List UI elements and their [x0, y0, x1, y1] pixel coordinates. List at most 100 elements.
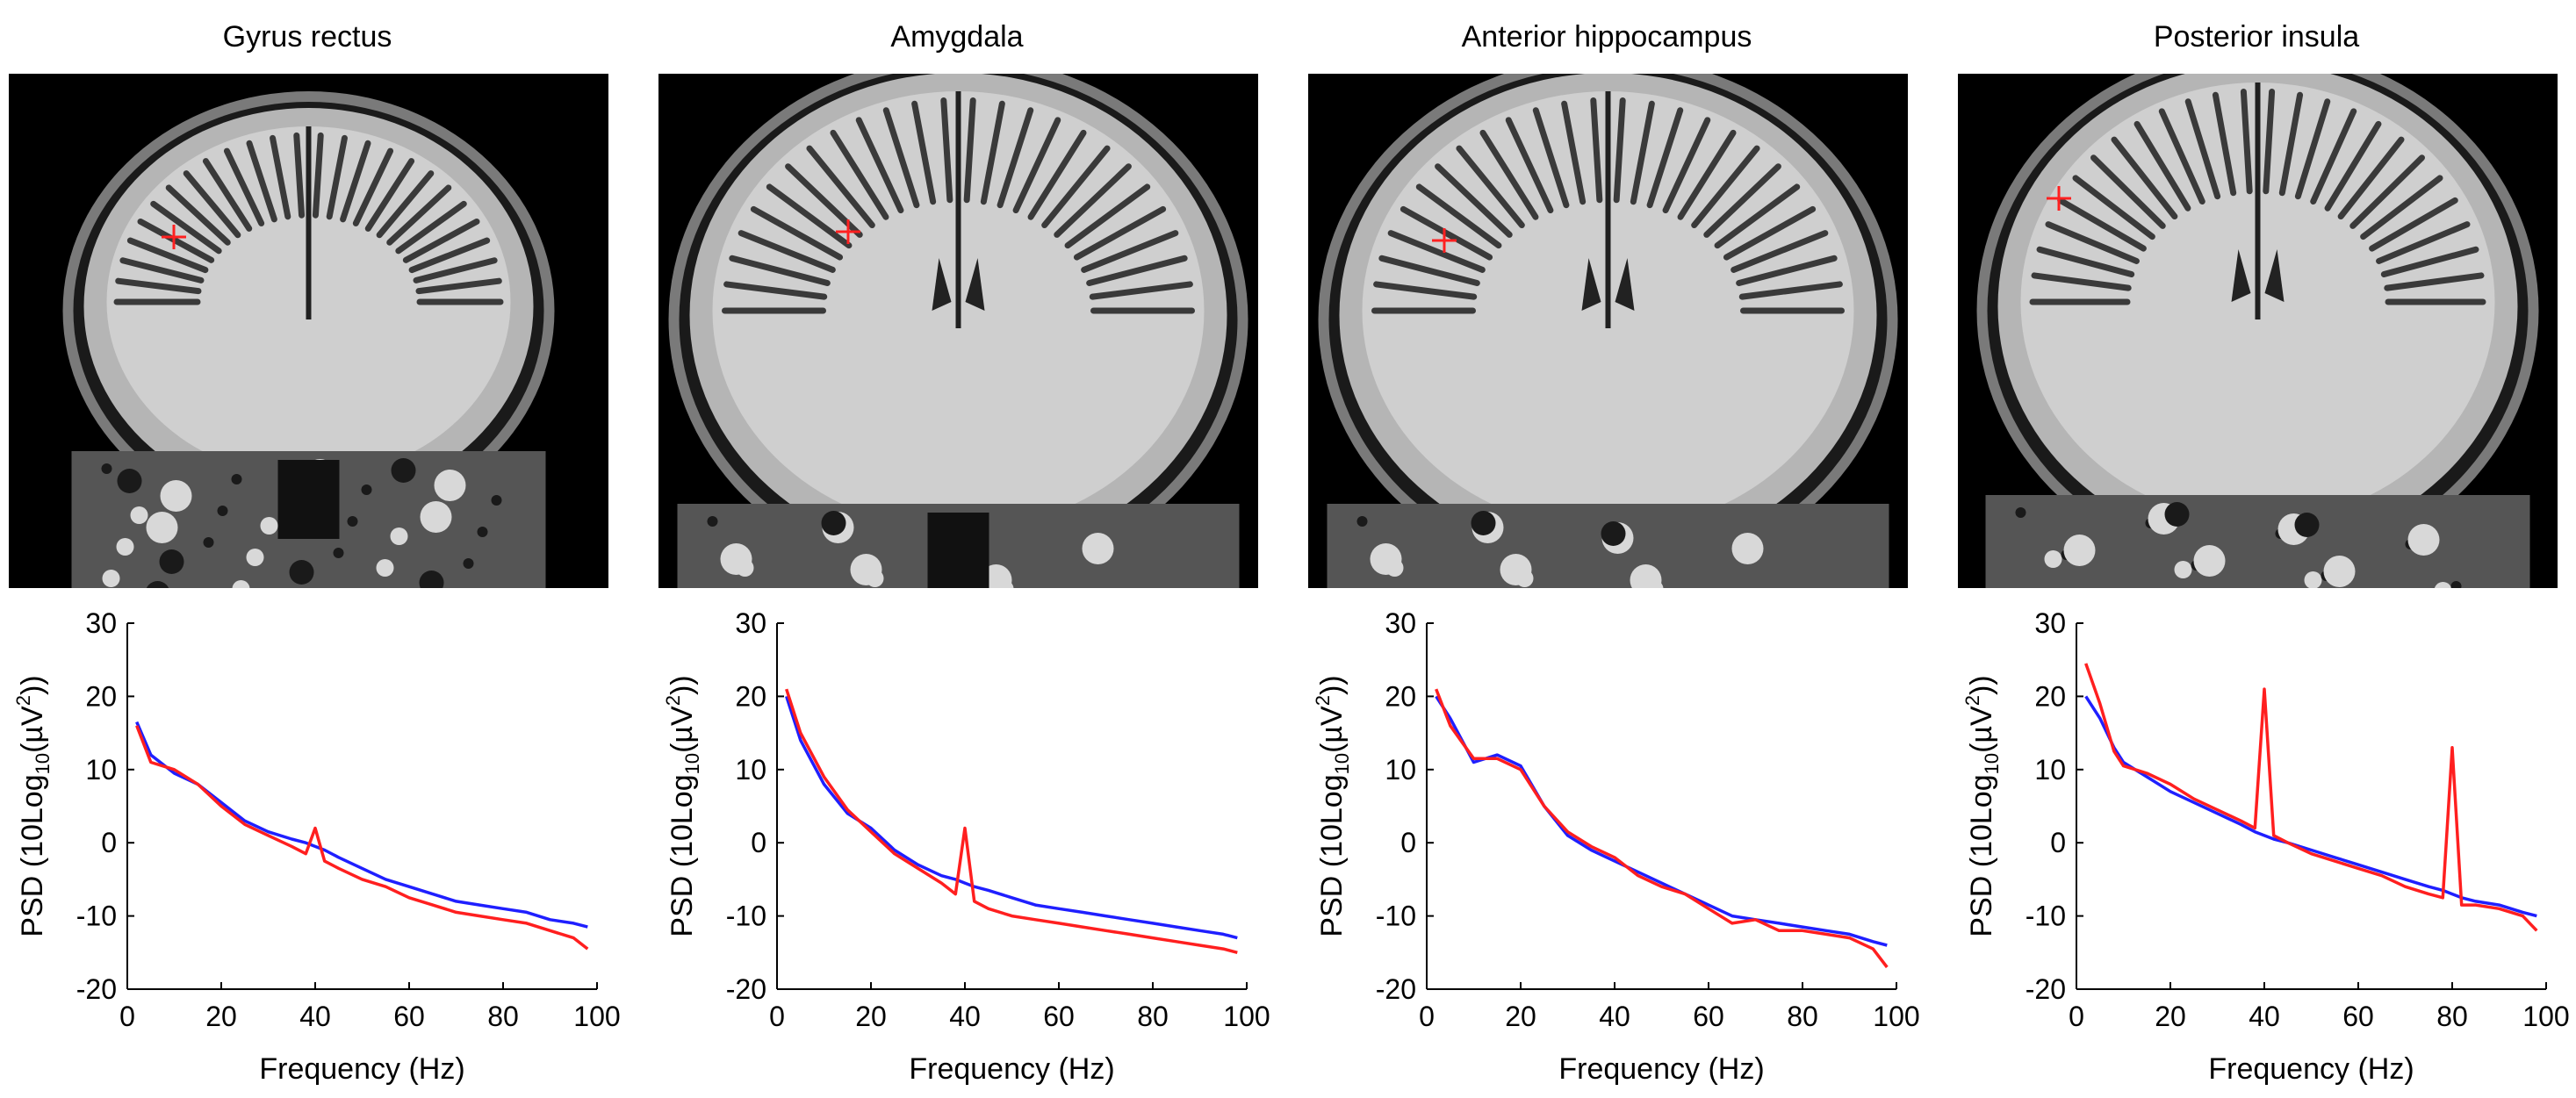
tissue-blob — [2015, 507, 2026, 518]
sulcus-line — [386, 184, 452, 246]
sulcus-line — [2360, 175, 2443, 240]
tissue-blob — [491, 495, 502, 506]
sulcus-line — [2349, 154, 2425, 229]
y-tick-label: 10 — [1385, 754, 1416, 786]
tissue-blob — [2174, 561, 2192, 578]
x-tick-label: 0 — [769, 1001, 785, 1032]
sulcus-line — [150, 200, 222, 255]
y-axis-label: PSD (10Log10(µV2)) — [12, 675, 54, 937]
red-psd-line — [785, 688, 1238, 954]
y-tick-label: 10 — [85, 754, 117, 786]
sulcus-line — [119, 257, 205, 283]
tissue-blob — [101, 463, 112, 474]
tissue-blob — [289, 560, 314, 585]
y-tick-label: 10 — [2034, 754, 2066, 786]
sulcus-line — [2324, 120, 2382, 212]
tissue-blob — [821, 511, 846, 535]
tissue-blob — [2044, 550, 2062, 568]
sulcus-line — [312, 132, 324, 219]
x-tick-label: 20 — [855, 1001, 887, 1032]
x-tick-label: 80 — [1787, 1001, 1818, 1032]
y-tick-label: 30 — [735, 607, 766, 639]
y-tick-label: 30 — [1385, 607, 1416, 639]
sulcus-line — [340, 140, 371, 223]
sulcus-line — [2158, 108, 2205, 205]
y-tick-label: 10 — [735, 754, 766, 786]
tissue-blob — [260, 517, 278, 535]
sulcus-line — [882, 107, 920, 209]
red-crosshair-marker — [162, 225, 186, 249]
tissue-blob — [1356, 516, 1368, 527]
tissue-blob — [160, 480, 192, 512]
red-crosshair-marker — [836, 219, 860, 244]
tissue-blob — [1601, 521, 1626, 546]
y-tick-label: -20 — [2026, 973, 2066, 1005]
tissue-blob — [246, 549, 264, 566]
sulcus-line — [415, 277, 502, 295]
tissue-blob — [2434, 582, 2452, 588]
y-tick-label: 20 — [85, 680, 117, 712]
y-tick-label: 0 — [1400, 827, 1416, 858]
sulcus-line — [2212, 91, 2237, 197]
nasal-cavity — [927, 513, 989, 588]
x-tick-label: 80 — [1137, 1001, 1169, 1032]
tissue-blob — [2323, 556, 2356, 587]
sulcus-line — [326, 134, 348, 220]
sulcus-line — [1415, 183, 1502, 249]
sulcus-line — [1703, 163, 1781, 238]
sulcus-line — [126, 237, 209, 274]
sulcus-line — [395, 200, 467, 255]
sulcus-line — [2184, 98, 2221, 200]
sulcus-line — [855, 117, 904, 214]
y-tick-label: -20 — [76, 973, 117, 1005]
x-tick-label: 60 — [1693, 1001, 1724, 1032]
blue-psd-line — [1435, 695, 1888, 947]
tissue-blob — [146, 581, 169, 588]
tissue-blob — [1082, 533, 1114, 564]
blue-psd-line — [2084, 695, 2537, 918]
tissue-blob — [720, 543, 752, 575]
sulcus-line — [2337, 136, 2405, 220]
tissue-blob — [347, 516, 358, 527]
tissue-blob — [159, 549, 184, 574]
sulcus-line — [1378, 255, 1480, 287]
tissue-blob — [361, 484, 372, 495]
sulcus-line — [1479, 129, 1539, 220]
y-tick-label: 20 — [1385, 680, 1416, 712]
sulcus-line — [2263, 88, 2276, 195]
tissue-blob — [2407, 524, 2440, 556]
nasal-cavity — [277, 460, 340, 539]
sulcus-line — [223, 147, 265, 226]
sulcus-line — [1086, 255, 1188, 287]
sulcus-line — [1387, 230, 1486, 273]
sulcus-line — [1456, 145, 1525, 229]
y-tick-label: -20 — [726, 973, 766, 1005]
sulcus-line — [1532, 107, 1570, 209]
sulcus-line — [202, 158, 253, 232]
x-tick-label: 0 — [2069, 1001, 2084, 1032]
tissue-blob — [333, 548, 344, 558]
x-axis-label: Frequency (Hz) — [259, 1052, 464, 1086]
x-tick-label: 40 — [299, 1001, 331, 1032]
x-tick-label: 40 — [2249, 1001, 2280, 1032]
sulcus-line — [1064, 183, 1151, 249]
sulcus-line — [1081, 230, 1179, 273]
tissue-blob — [2304, 571, 2322, 588]
ventricle-left — [2231, 249, 2251, 302]
panel-title: Posterior insula — [2153, 20, 2360, 54]
x-tick-label: 100 — [573, 1001, 620, 1032]
x-tick-label: 80 — [487, 1001, 519, 1032]
tissue-blob — [2164, 502, 2190, 527]
y-tick-label: 30 — [85, 607, 117, 639]
sulcus-line — [1646, 107, 1684, 209]
sulcus-line — [165, 184, 231, 246]
panel-amygdala: Amygdala -20 -10 0 10 20 30 0 20 40 60 80 100 Freque… — [650, 0, 1293, 1098]
sulcus-line — [1613, 97, 1626, 204]
sulcus-line — [1012, 117, 1061, 214]
tissue-blob — [1500, 554, 1532, 585]
y-tick-label: 0 — [2050, 827, 2066, 858]
red-crosshair-marker — [1432, 228, 1457, 253]
x-tick-label: 100 — [2522, 1001, 2569, 1032]
tissue-blob — [231, 474, 242, 484]
tissue-blob — [1731, 533, 1764, 564]
